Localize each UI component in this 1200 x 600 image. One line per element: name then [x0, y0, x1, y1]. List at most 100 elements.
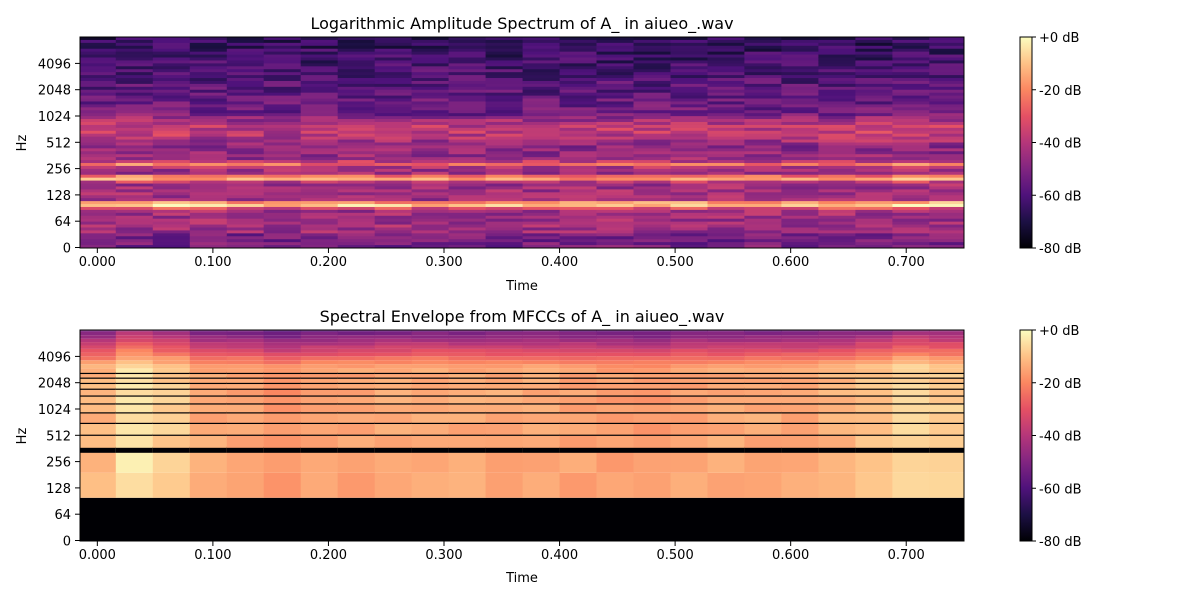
- heatmap-cell: [781, 136, 819, 140]
- bin-gap: [485, 402, 523, 405]
- heatmap-cell: [411, 212, 449, 217]
- heatmap-cell: [411, 345, 449, 349]
- heatmap-cell: [485, 83, 523, 88]
- heatmap-cell: [152, 98, 191, 102]
- heatmap-cell: [670, 472, 708, 498]
- heatmap-cell: [670, 192, 708, 196]
- heatmap-cell: [263, 412, 302, 423]
- heatmap-cell: [300, 403, 339, 413]
- heatmap-cell: [670, 119, 708, 123]
- heatmap-cell: [448, 83, 486, 88]
- heatmap-cell: [633, 48, 671, 53]
- heatmap-cell: [559, 230, 597, 234]
- heatmap-cell: [374, 364, 413, 369]
- heatmap-cell: [744, 72, 782, 76]
- heatmap-cell: [892, 86, 930, 91]
- heatmap-cell: [892, 360, 930, 365]
- heatmap-cell: [189, 39, 228, 44]
- heatmap-cell: [929, 364, 965, 369]
- heatmap-cell: [670, 364, 708, 369]
- heatmap-cell: [337, 151, 376, 155]
- heatmap-cell: [374, 63, 413, 67]
- heatmap-cell: [300, 165, 339, 170]
- heatmap-cell: [818, 218, 856, 223]
- heatmap-cell: [411, 160, 449, 164]
- heatmap-cell: [781, 39, 819, 44]
- heatmap-cell: [485, 388, 523, 396]
- heatmap-cell: [633, 104, 671, 108]
- heatmap-cell: [374, 186, 413, 190]
- heatmap-cell: [115, 201, 154, 205]
- heatmap-cell: [596, 331, 634, 336]
- bin-gap: [80, 446, 117, 453]
- heatmap-cell: [263, 348, 302, 353]
- heatmap-cell: [892, 48, 930, 53]
- heatmap-cell: [411, 377, 449, 383]
- heatmap-cell: [152, 121, 191, 126]
- heatmap-cell: [522, 171, 560, 176]
- heatmap-cell: [300, 239, 339, 243]
- heatmap-cell: [115, 148, 154, 152]
- heatmap-cell: [744, 119, 782, 123]
- heatmap-cell: [374, 168, 413, 173]
- heatmap-cell: [337, 37, 376, 41]
- heatmap-cell: [337, 360, 376, 365]
- heatmap-cell: [633, 86, 671, 91]
- heatmap-cell: [559, 92, 597, 97]
- heatmap-cell: [596, 107, 634, 111]
- heatmap-cell: [744, 86, 782, 91]
- heatmap-cell: [670, 395, 708, 404]
- heatmap-cell: [670, 331, 708, 336]
- heatmap-cell: [596, 142, 634, 146]
- colorbar-tick-label: +0 dB: [1039, 31, 1079, 46]
- heatmap-cell: [411, 51, 449, 55]
- heatmap-cell: [818, 148, 856, 152]
- heatmap-cell: [189, 189, 228, 193]
- heatmap-cell: [80, 218, 117, 223]
- heatmap-cell: [892, 110, 930, 114]
- heatmap-cell: [596, 42, 634, 47]
- heatmap-cell: [670, 221, 708, 225]
- heatmap-cell: [522, 69, 560, 73]
- heatmap-cell: [80, 330, 117, 332]
- heatmap-cell: [929, 198, 965, 202]
- heatmap-cell: [707, 177, 745, 181]
- heatmap-cell: [707, 330, 745, 332]
- heatmap-cell: [633, 151, 671, 155]
- heatmap-cell: [929, 119, 965, 123]
- heatmap-cell: [189, 95, 228, 99]
- heatmap-cell: [337, 171, 376, 176]
- heatmap-cell: [596, 124, 634, 129]
- heatmap-cell: [226, 163, 265, 167]
- heatmap-cell: [189, 121, 228, 126]
- heatmap-cell: [892, 72, 930, 76]
- heatmap-cell: [818, 42, 856, 47]
- heatmap-cell: [115, 45, 154, 50]
- heatmap-cell: [448, 78, 486, 82]
- heatmap-cell: [781, 83, 819, 88]
- heatmap-cell: [929, 54, 965, 58]
- heatmap-cell: [929, 154, 965, 158]
- heatmap-cell: [411, 209, 449, 214]
- heatmap-cell: [522, 233, 560, 237]
- heatmap-cell: [596, 148, 634, 152]
- heatmap-cell: [596, 78, 634, 82]
- x-tick-label: 0.000: [79, 255, 116, 270]
- heatmap-cell: [522, 335, 560, 339]
- heatmap-cell: [633, 189, 671, 193]
- heatmap-cell: [633, 154, 671, 158]
- y-tick-label: 256: [46, 163, 71, 178]
- heatmap-cell: [855, 372, 893, 378]
- heatmap-cell: [596, 57, 634, 61]
- bin-gap: [855, 402, 893, 405]
- heatmap-cell: [892, 330, 930, 332]
- heatmap-cell: [300, 54, 339, 58]
- heatmap-cell: [115, 180, 154, 184]
- heatmap-cell: [337, 377, 376, 383]
- heatmap-cell: [374, 180, 413, 184]
- heatmap-cell: [633, 368, 671, 373]
- heatmap-cell: [707, 163, 745, 167]
- heatmap-cell: [744, 69, 782, 73]
- heatmap-cell: [855, 127, 893, 132]
- heatmap-cell: [485, 163, 523, 167]
